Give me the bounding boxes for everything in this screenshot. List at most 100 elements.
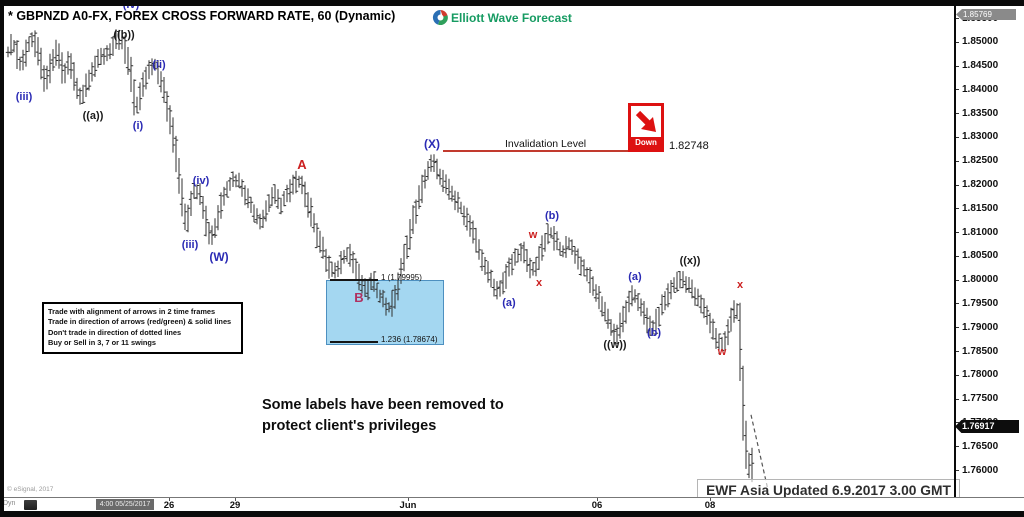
price-tick-label: 1.80000 [962,274,999,286]
chart-title: * GBPNZD A0-FX, FOREX CROSS FORWARD RATE… [8,9,396,23]
price-tick-mark [955,327,959,329]
price-tick-label: 1.79500 [962,297,999,309]
wave-label: A [297,157,307,172]
rules-line-4: Buy or Sell in 3, 7 or 11 swings [48,338,157,348]
wave-label: (iii) [181,239,199,251]
price-tick-mark [955,89,959,91]
date-tick-mark [169,498,170,501]
price-tick-label: 1.79000 [962,321,999,333]
invalidation-level-label: Invalidation Level [505,138,587,150]
wave-label: (a) [628,271,642,283]
labels-removed-note: Some labels have been removed to protect… [262,397,504,434]
elliott-wave-forecast-logo-icon [432,9,448,25]
price-tick-mark [955,184,959,186]
price-tick-label: 1.76500 [962,440,999,452]
wave-label: (a) [502,297,516,309]
price-tick-mark [955,446,959,448]
wave-label: ((w)) [603,339,627,351]
wave-label: B [354,290,364,305]
date-tick-mark [235,498,236,501]
rules-line-3: Don't trade in direction of dotted lines [48,327,182,337]
wave-label: (b) [646,327,662,339]
date-tick-mark [710,498,711,501]
frame-left [0,0,4,511]
price-tick-mark [955,255,959,257]
price-tick-label: 1.84500 [962,60,999,72]
esignal-watermark: © eSignal, 2017 [7,486,54,493]
wave-label: (iv) [192,175,210,187]
price-tick-mark [955,113,959,115]
wave-label: (iii) [15,91,33,103]
elliott-wave-forecast-logo-text: Elliott Wave Forecast [451,11,572,25]
price-tick-label: 1.78000 [962,369,999,381]
price-tick-mark [955,470,959,471]
time-axis-border [0,497,1024,498]
date-tick-mark [408,498,409,501]
date-label: 26 [163,500,175,511]
price-tick-mark [955,232,959,234]
time-axis[interactable]: Dyn 4:00 05/25/2017 26 29 Jun 06 08 [0,498,1024,511]
down-banner-label: Down [631,137,661,149]
down-arrow-icon [635,110,656,132]
price-tick-label: 1.77500 [962,393,999,405]
date-label: Jun [399,500,417,511]
trading-rules-box: Trade with alignment of arrows in 2 time… [42,302,243,354]
wave-label: w [717,346,727,358]
wave-label: x [736,279,744,291]
wave-label: ((a)) [82,110,104,122]
fib-level-label-1236: 1.236 (1.78674) [381,335,438,344]
invalidation-level-line [443,150,629,152]
price-tick-label: 1.80500 [962,250,999,262]
wave-label: (i) [132,120,144,132]
session-start-tag: 4:00 05/25/2017 [96,499,154,510]
price-tick-label: 1.83000 [962,131,999,143]
invalidation-price: 1.82748 [669,140,709,152]
price-tick-mark [955,303,959,305]
price-tick-mark [955,160,959,162]
high-price-tag: 1.85769 [956,9,1016,20]
wave-label: (b) [544,210,560,222]
price-tick-mark [955,208,959,210]
price-tick-mark [955,136,959,138]
last-price-tag: 1.76917 [955,420,1019,433]
price-tick-mark [955,279,959,281]
rules-line-1: Trade with alignment of arrows in 2 time… [48,307,216,316]
date-label: 08 [704,500,716,511]
price-tick-mark [955,422,959,424]
price-tick-mark [955,398,959,400]
wave-label: ((b)) [113,29,135,41]
wave-label: (ii) [152,59,166,71]
date-label: 06 [591,500,603,511]
wave-label: w [528,229,538,241]
price-tick-label: 1.83500 [962,107,999,119]
price-tick-label: 1.84000 [962,83,999,95]
wave-label: ((x)) [679,255,701,267]
wave-label: x [535,277,543,289]
price-tick-mark [955,65,959,67]
price-tick-mark [955,351,959,353]
down-direction-box: Down [628,103,664,152]
fib-level-line-100 [330,279,378,281]
price-tick-label: 1.82500 [962,155,999,167]
frame-top [0,0,1024,6]
date-tick-mark [597,498,598,501]
price-tick-label: 1.81500 [962,202,999,214]
fib-level-label-100: 1 (1.79995) [381,273,422,282]
wave-label: (W) [209,250,229,264]
price-tick-mark [955,18,959,19]
wave-label: (X) [424,137,440,151]
chart-type-icon[interactable] [24,500,37,510]
rules-line-2: Trade in direction of arrows (red/green)… [48,317,232,327]
price-tick-label: 1.85000 [962,36,999,48]
price-tick-mark [955,374,959,376]
fib-level-line-1236 [330,341,378,343]
axis-separator [954,6,956,497]
date-label: 29 [229,500,241,511]
dyn-label: Dyn [3,500,16,507]
frame-bottom [0,511,1024,517]
price-tick-mark [955,41,959,43]
price-tick-label: 1.82000 [962,179,999,191]
price-tick-label: 1.81000 [962,226,999,238]
